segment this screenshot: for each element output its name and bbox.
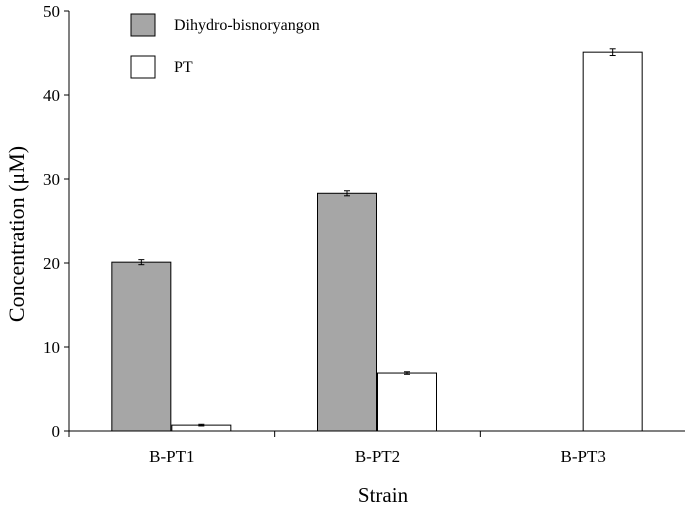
bar-pt-b-pt2 xyxy=(377,372,437,432)
legend: Dihydro-bisnoryangon PT xyxy=(130,13,320,79)
bar-dihydro-bisnoryangon-b-pt2 xyxy=(317,192,377,432)
legend-item: PT xyxy=(130,55,193,79)
legend-swatch xyxy=(130,55,156,79)
x-tick-label: B-PT3 xyxy=(560,447,605,466)
error-bar xyxy=(198,423,205,427)
x-axis-label: Strain xyxy=(358,483,409,507)
error-bar xyxy=(344,190,350,197)
error-bar xyxy=(609,48,616,57)
y-ticks: 0 10 20 30 40 50 xyxy=(43,2,69,441)
x-tick-label: B-PT1 xyxy=(149,447,194,466)
error-bar xyxy=(404,371,410,375)
y-tick-label: 20 xyxy=(43,254,60,273)
y-tick-label: 0 xyxy=(52,422,61,441)
x-ticks: B-PT1 B-PT2 B-PT3 xyxy=(68,431,606,466)
y-tick-label: 10 xyxy=(43,338,60,357)
x-tick-label: B-PT2 xyxy=(355,447,400,466)
y-tick-label: 50 xyxy=(43,2,60,21)
bar-dihydro-bisnoryangon-b-pt1 xyxy=(111,261,172,432)
legend-item: Dihydro-bisnoryangon xyxy=(130,13,320,37)
y-tick-label: 30 xyxy=(43,170,60,189)
y-axis-label: Concentration (μM) xyxy=(4,146,29,322)
legend-label: PT xyxy=(174,59,193,76)
legend-swatch xyxy=(130,13,156,37)
error-bar xyxy=(138,259,145,266)
legend-label: Dihydro-bisnoryangon xyxy=(174,17,320,34)
y-tick-label: 40 xyxy=(43,86,60,105)
bar-pt-b-pt3 xyxy=(582,51,643,432)
bars xyxy=(111,48,643,432)
